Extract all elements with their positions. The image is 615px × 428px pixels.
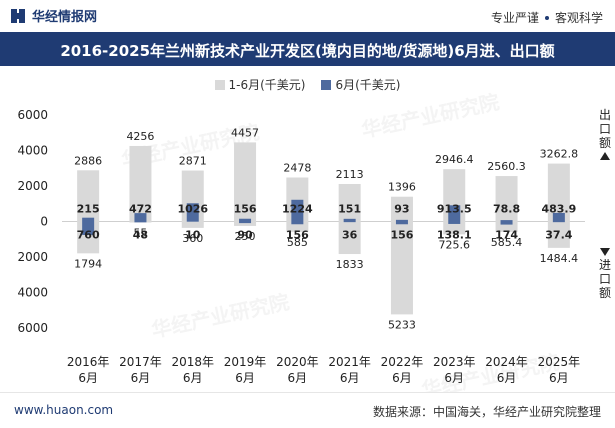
data-label-monthly-import: 37.4 (545, 229, 572, 242)
bar-monthly-export (344, 219, 356, 222)
triangle-down-icon (600, 248, 610, 256)
data-label-cumulative-import: 1484.4 (540, 252, 579, 265)
data-label-cumulative-export: 2478 (283, 162, 311, 175)
bar-monthly-export (501, 220, 513, 221)
data-label-cumulative-export: 2886 (74, 154, 102, 167)
data-label-cumulative-import: 1794 (74, 257, 102, 270)
x-tick-label: 6月 (131, 371, 151, 385)
data-label-cumulative-import: 585 (287, 236, 308, 249)
data-label-cumulative-import: 250 (235, 230, 256, 243)
data-label-cumulative-export: 1396 (388, 181, 416, 194)
bar-monthly-import (396, 222, 408, 225)
y-tick-label: 4000 (17, 144, 48, 158)
data-label-monthly-import: 156 (390, 229, 413, 242)
x-tick-label: 2023年 (433, 355, 476, 369)
bar-monthly-import (448, 222, 460, 224)
data-label-cumulative-export: 2560.3 (487, 160, 526, 173)
bar-monthly-import (134, 222, 146, 223)
x-tick-label: 2019年 (224, 355, 267, 369)
data-label-monthly-export: 472 (129, 203, 152, 216)
data-label-monthly-export: 93 (394, 203, 409, 216)
side-import-char: 额 (599, 286, 611, 300)
data-label-monthly-export: 483.9 (541, 203, 576, 216)
data-label-monthly-export: 78.8 (493, 203, 520, 216)
x-tick-label: 6月 (549, 371, 569, 385)
triangle-up-icon (600, 152, 610, 160)
data-label-cumulative-export: 2946.4 (435, 153, 474, 166)
side-label-export: 出 口 额 (599, 108, 611, 162)
x-tick-label: 2024年 (485, 355, 528, 369)
y-tick-label: 0 (40, 215, 48, 229)
bar-monthly-export (239, 219, 251, 222)
bar-cumulative-import (182, 222, 204, 228)
x-tick-label: 6月 (392, 371, 412, 385)
data-label-cumulative-import: 360 (182, 232, 203, 245)
side-import-char: 进 (599, 258, 611, 272)
x-tick-label: 6月 (183, 371, 203, 385)
data-label-cumulative-import: 585.4 (491, 236, 523, 249)
bar-monthly-import (501, 222, 513, 225)
x-tick-label: 2025年 (538, 355, 581, 369)
x-tick-label: 2017年 (119, 355, 162, 369)
data-label-monthly-export: 1026 (177, 203, 208, 216)
y-tick-label: 2000 (17, 179, 48, 193)
y-tick-label: 6000 (17, 108, 48, 122)
data-label-cumulative-export: 4256 (126, 130, 154, 143)
footer-site-link[interactable]: www.huaon.com (14, 403, 113, 417)
data-label-cumulative-import: 5233 (388, 318, 416, 331)
data-label-cumulative-export: 2871 (179, 155, 207, 168)
x-tick-label: 2022年 (381, 355, 424, 369)
bar-monthly-export (396, 220, 408, 222)
bar-monthly-import (239, 222, 251, 224)
side-export-char: 出 (599, 108, 611, 122)
x-tick-label: 6月 (497, 371, 517, 385)
x-tick-label: 6月 (444, 371, 464, 385)
bar-monthly-import (291, 222, 303, 225)
bar-monthly-import (553, 222, 565, 223)
y-tick-label: 4000 (17, 286, 48, 300)
data-label-monthly-export: 1224 (282, 203, 313, 216)
x-tick-label: 2016年 (67, 355, 110, 369)
x-tick-label: 2020年 (276, 355, 319, 369)
data-label-cumulative-export: 4457 (231, 126, 259, 139)
x-tick-label: 6月 (235, 371, 255, 385)
side-label-import: 进 口 额 (599, 246, 611, 300)
data-label-monthly-import: 760 (77, 229, 100, 242)
data-label-monthly-export: 151 (338, 203, 361, 216)
data-label-cumulative-import: 55 (133, 226, 147, 239)
x-tick-label: 2018年 (171, 355, 214, 369)
side-import-char: 口 (599, 272, 611, 286)
bar-monthly-import (344, 222, 356, 223)
x-tick-label: 6月 (78, 371, 98, 385)
data-label-cumulative-export: 2113 (336, 168, 364, 181)
data-label-cumulative-import: 725.6 (439, 238, 471, 251)
y-tick-label: 6000 (17, 321, 48, 335)
data-label-cumulative-export: 3262.8 (540, 148, 579, 161)
x-tick-label: 6月 (340, 371, 360, 385)
footer: www.huaon.com 数据来源：中国海关，华经产业研究院整理 (0, 392, 615, 428)
data-label-monthly-export: 215 (77, 203, 100, 216)
footer-source: 数据来源：中国海关，华经产业研究院整理 (373, 403, 601, 420)
data-label-cumulative-import: 1833 (336, 258, 364, 271)
side-export-char: 额 (599, 136, 611, 150)
data-label-monthly-export: 913.5 (437, 203, 472, 216)
data-label-monthly-export: 156 (234, 203, 257, 216)
bar-monthly-export (82, 218, 94, 222)
y-tick-label: 2000 (17, 250, 48, 264)
data-label-monthly-import: 36 (342, 229, 358, 242)
x-tick-label: 2021年 (328, 355, 371, 369)
x-tick-label: 6月 (288, 371, 308, 385)
side-export-char: 口 (599, 122, 611, 136)
